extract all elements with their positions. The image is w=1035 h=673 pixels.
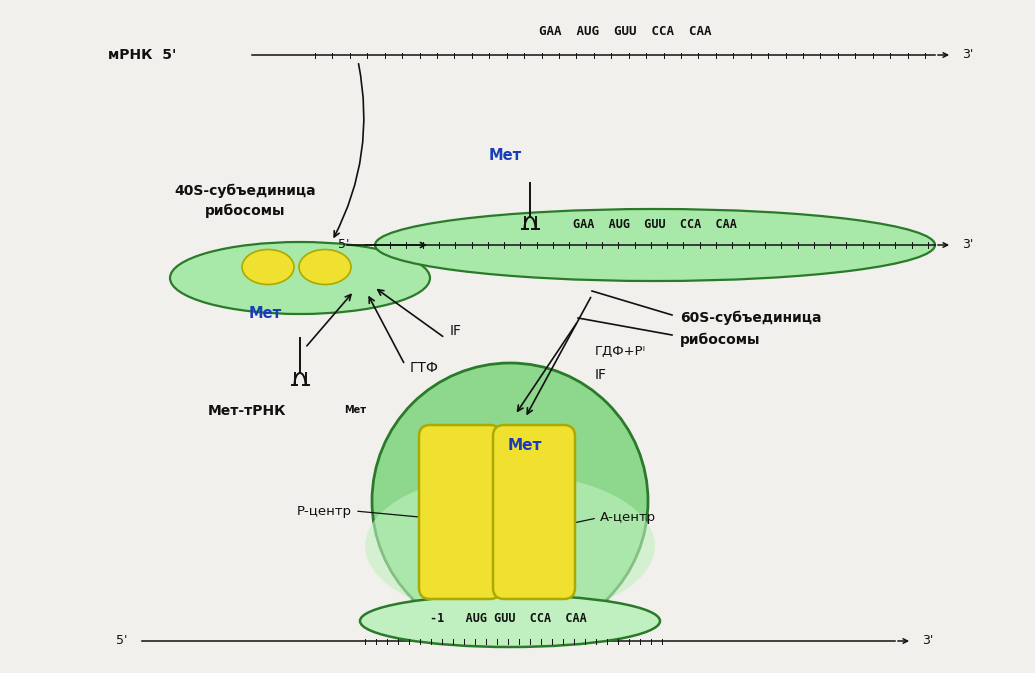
Text: Мет: Мет xyxy=(489,148,522,163)
Text: ГДФ+Рᴵ: ГДФ+Рᴵ xyxy=(595,345,646,357)
Text: 5': 5' xyxy=(338,238,350,252)
Ellipse shape xyxy=(299,250,351,285)
Ellipse shape xyxy=(375,209,935,281)
Text: Р-центр: Р-центр xyxy=(297,505,352,518)
Ellipse shape xyxy=(365,474,655,618)
Text: Мет: Мет xyxy=(344,405,366,415)
Text: 40S-субъединица: 40S-субъединица xyxy=(174,184,316,198)
Text: рибосомы: рибосомы xyxy=(680,333,761,347)
Text: 3': 3' xyxy=(922,635,934,647)
Text: А-центр: А-центр xyxy=(600,511,656,524)
Text: рибосомы: рибосомы xyxy=(205,204,286,218)
Text: GAA  AUG  GUU  CCA  CAA: GAA AUG GUU CCA CAA xyxy=(539,25,711,38)
Text: 5': 5' xyxy=(116,635,127,647)
Ellipse shape xyxy=(242,250,294,285)
Text: ГТФ: ГТФ xyxy=(410,361,439,375)
FancyBboxPatch shape xyxy=(493,425,575,599)
Text: 3': 3' xyxy=(963,48,974,61)
Text: -1   AUG GUU  CCA  CAA: -1 AUG GUU CCA CAA xyxy=(430,612,587,625)
Text: Мет: Мет xyxy=(508,437,542,452)
Circle shape xyxy=(372,363,648,639)
Text: IF: IF xyxy=(595,368,607,382)
Text: GAA  AUG  GUU  CCA  CAA: GAA AUG GUU CCA CAA xyxy=(573,218,737,231)
Ellipse shape xyxy=(360,595,660,647)
Text: мРНК  5': мРНК 5' xyxy=(108,48,176,62)
Text: Мет-тРНК: Мет-тРНК xyxy=(208,404,287,418)
Text: 3': 3' xyxy=(963,238,974,252)
FancyBboxPatch shape xyxy=(419,425,501,599)
Ellipse shape xyxy=(170,242,430,314)
Text: IF: IF xyxy=(450,324,462,338)
Text: 60S-субъединица: 60S-субъединица xyxy=(680,311,822,325)
Text: Мет: Мет xyxy=(248,306,282,321)
